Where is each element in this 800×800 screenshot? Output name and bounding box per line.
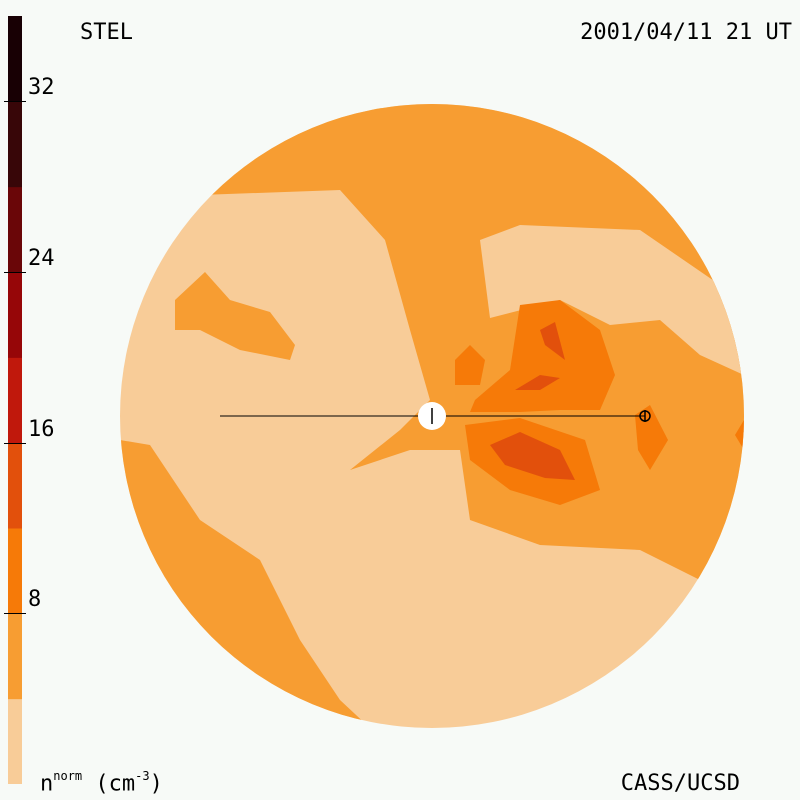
colorbar-tick-label: 32 — [28, 75, 55, 101]
colorbar-band — [8, 16, 22, 102]
colorbar-band — [8, 613, 22, 700]
contour-level-3 — [735, 420, 744, 450]
colorbar-band — [8, 442, 22, 529]
colorbar-tick-label: 16 — [28, 416, 55, 442]
colorbar-tick-mark — [4, 613, 26, 615]
contour-level-4 — [515, 375, 560, 390]
colorbar-band — [8, 357, 22, 444]
colorbar-band — [8, 186, 22, 273]
contour-level-3 — [455, 345, 485, 385]
contour-level-2 — [175, 272, 295, 360]
contour-level-3 — [470, 300, 615, 412]
contour-level-1 — [480, 225, 744, 375]
colorbar-tick-mark — [4, 442, 26, 444]
units-label: nnorm (cm-3) — [40, 768, 163, 796]
colorbar-tick-label: 8 — [28, 587, 42, 613]
colorbar-band — [8, 101, 22, 188]
observatory-label: STEL — [80, 20, 133, 45]
credit-label: CASS/UCSD — [620, 771, 740, 796]
colorbar — [8, 16, 22, 784]
colorbar-tick-label: 24 — [28, 246, 55, 271]
contour-level-4 — [490, 432, 575, 480]
colorbar-band — [8, 272, 22, 358]
colorbar-tick-mark — [4, 101, 26, 103]
colorbar-band — [8, 698, 22, 784]
colorbar-tick-mark — [4, 272, 26, 273]
colorbar-band — [8, 528, 22, 614]
contour-level-4 — [540, 322, 565, 360]
timestamp-label: 2001/04/11 21 UT — [580, 20, 792, 45]
